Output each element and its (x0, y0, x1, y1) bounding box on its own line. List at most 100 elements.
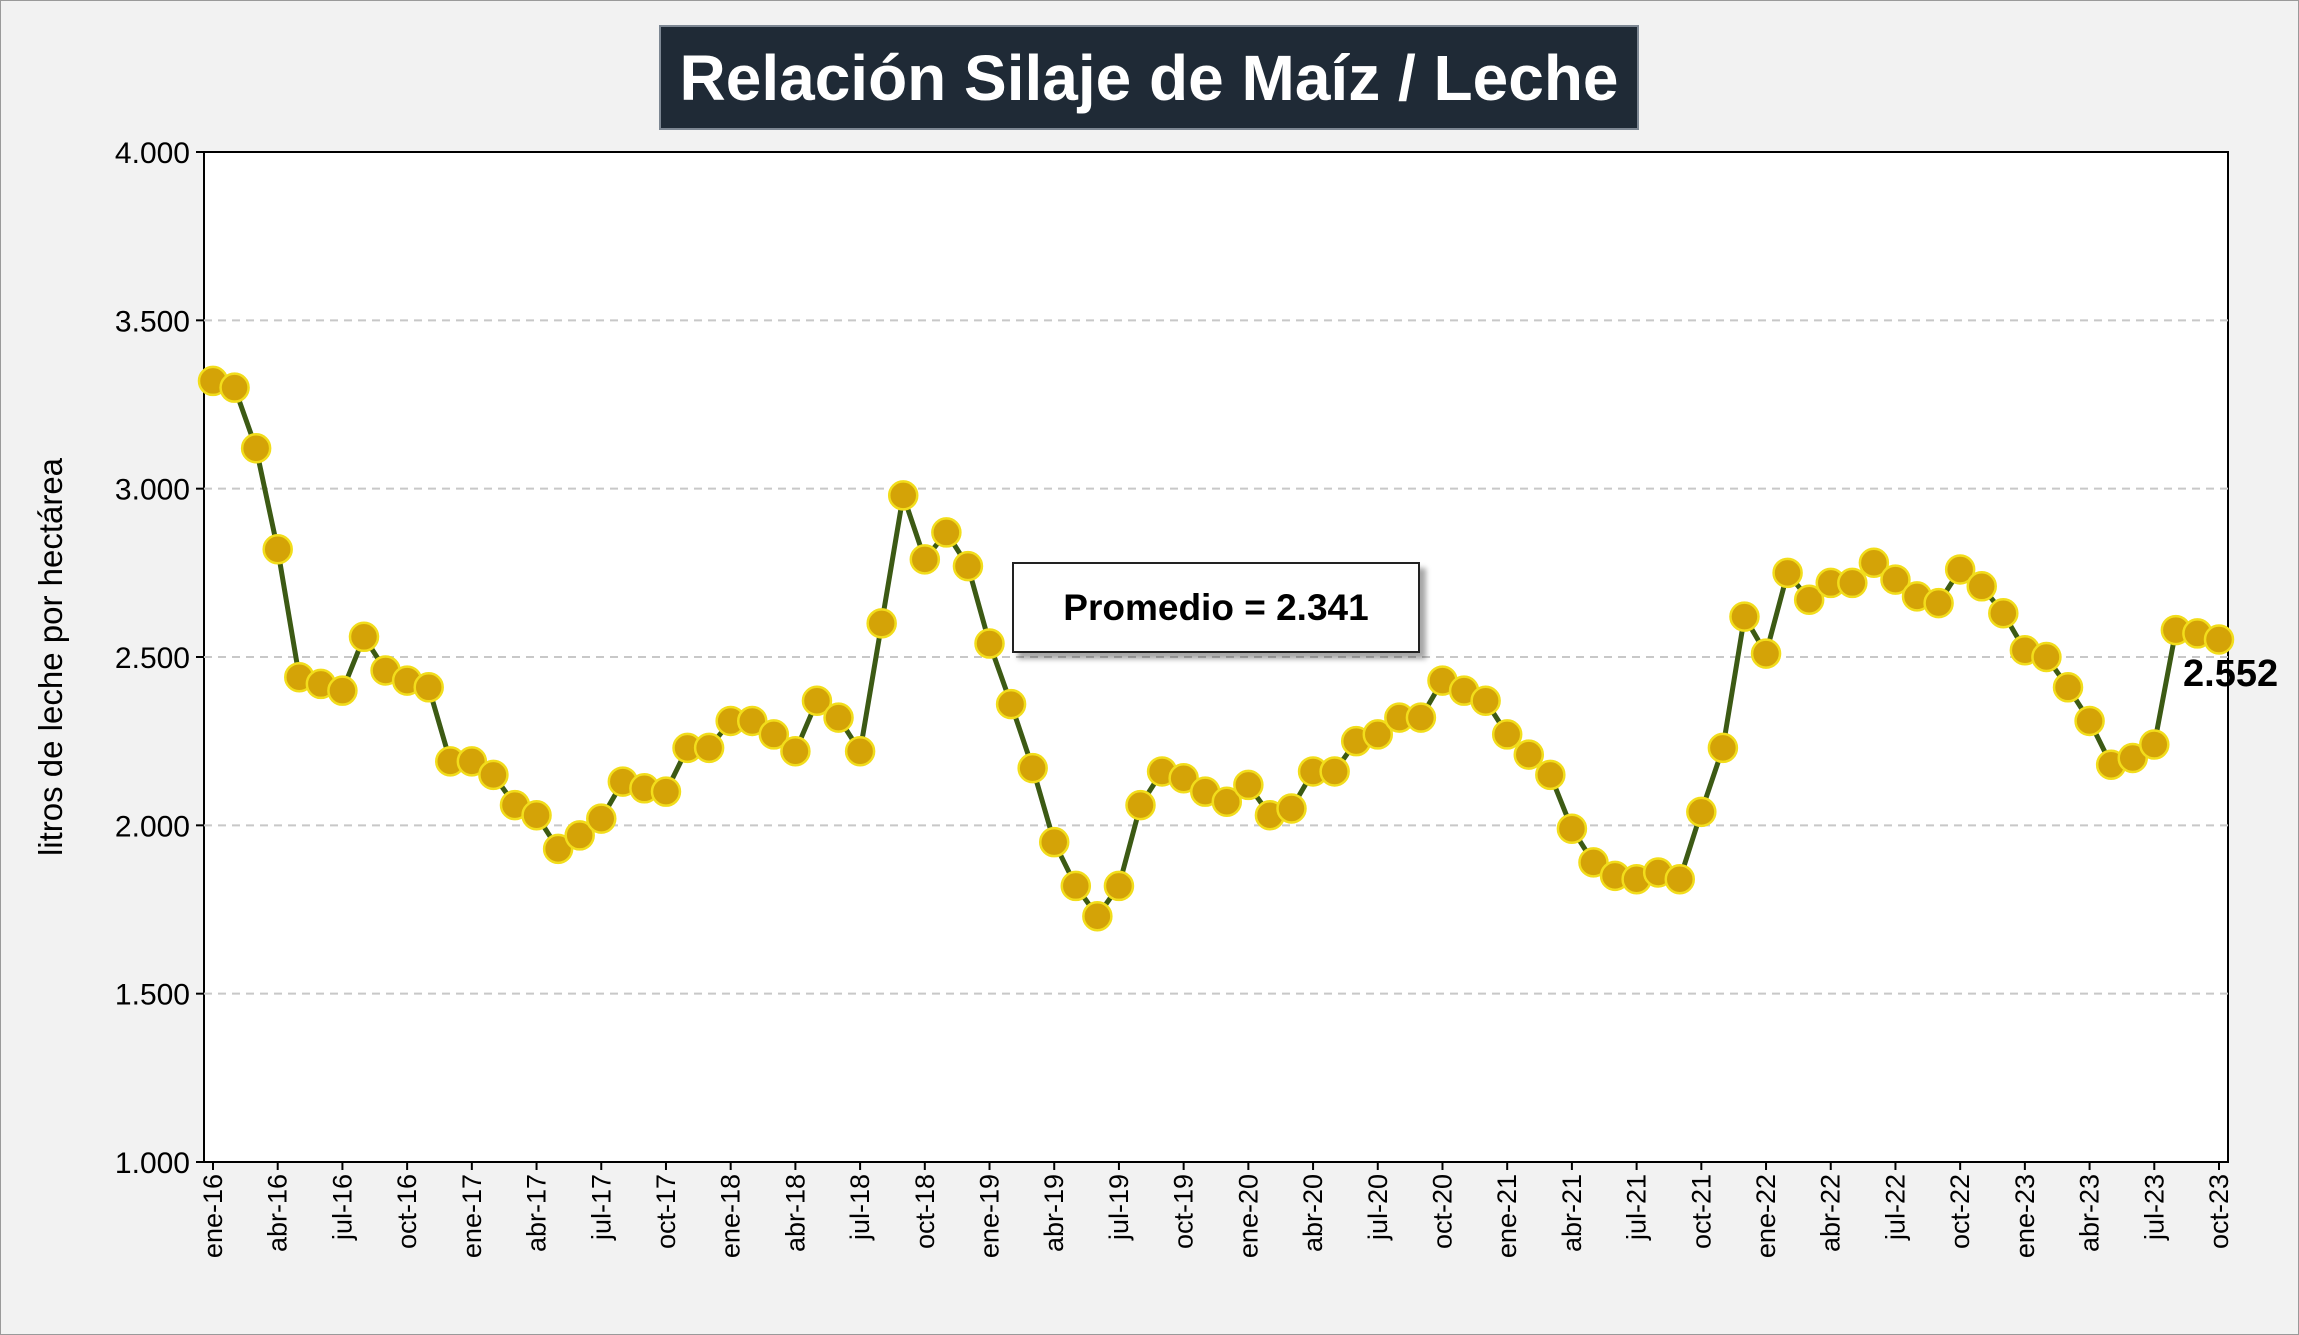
y-tick-label: 2.000 (115, 810, 190, 843)
data-point (1729, 601, 1760, 632)
x-tick-label: ene-19 (975, 1174, 1005, 1258)
data-point (1233, 769, 1264, 801)
x-tick-label: abr-18 (780, 1174, 810, 1252)
data-point (1923, 587, 1954, 619)
data-point (823, 702, 854, 733)
series-markers (197, 365, 2235, 932)
data-point (1858, 547, 1890, 578)
y-tick-label: 1.500 (115, 979, 190, 1012)
data-point (1707, 732, 1739, 764)
data-point (1750, 638, 1782, 669)
x-tick-label: oct-18 (910, 1174, 940, 1249)
y-tick-label: 1.000 (115, 1147, 190, 1180)
x-tick-label: abr-16 (263, 1174, 293, 1252)
y-axis-label: litros de leche por hectárea (32, 457, 69, 856)
data-point (456, 746, 488, 777)
x-tick-label: ene-17 (457, 1174, 487, 1258)
data-point (542, 833, 574, 865)
data-point (736, 705, 768, 737)
y-tick-label: 3.000 (115, 474, 190, 507)
data-point (909, 544, 941, 575)
data-point (1944, 554, 1976, 585)
x-tick-label: jul-20 (1363, 1174, 1393, 1241)
x-tick-label: oct-20 (1427, 1174, 1457, 1249)
x-tick-label: oct-17 (651, 1174, 681, 1249)
data-point (564, 820, 595, 851)
data-point (650, 776, 682, 807)
x-tick-label: ene-18 (716, 1174, 746, 1258)
x-tick-label: ene-21 (1492, 1174, 1522, 1258)
data-point (240, 433, 272, 464)
data-point (1125, 789, 1156, 821)
data-point (586, 803, 617, 834)
data-point (952, 550, 984, 582)
x-tick-label: oct-19 (1169, 1174, 1199, 1249)
data-point (1664, 863, 1696, 895)
x-tick-label: jul-16 (327, 1174, 357, 1241)
data-point (1880, 564, 1911, 595)
x-axis-ticks: ene-16 abr-16 jul-16 oct-16 ene-17 abr-17 jul-… (198, 1162, 2234, 1258)
data-point (1470, 685, 1501, 717)
data-point (1535, 759, 1566, 791)
data-point (931, 517, 962, 548)
data-point (2052, 672, 2084, 703)
data-point (1017, 752, 1048, 784)
data-point (2203, 624, 2235, 655)
chart-title: Relación Silaje de Maíz / Leche (659, 25, 1639, 130)
data-point (2074, 705, 2105, 737)
x-tick-label: abr-22 (1816, 1174, 1846, 1252)
data-point (758, 719, 790, 750)
data-point (1556, 813, 1588, 844)
data-point (1405, 702, 1437, 733)
x-tick-label: jul-21 (1622, 1174, 1652, 1241)
x-tick-label: oct-22 (1945, 1174, 1975, 1249)
data-point (1686, 796, 1717, 828)
data-point (1837, 567, 1868, 599)
data-point (219, 372, 250, 403)
x-tick-label: ene-16 (198, 1174, 228, 1258)
data-point (801, 685, 833, 717)
data-point (1276, 793, 1307, 824)
average-annotation: Promedio = 2.341 (1012, 562, 1420, 653)
gridlines (204, 319, 2228, 995)
x-tick-label: oct-23 (2204, 1174, 2234, 1249)
y-tick-label: 4.000 (115, 137, 190, 170)
x-tick-label: abr-17 (522, 1174, 552, 1252)
x-tick-label: jul-22 (1880, 1174, 1910, 1241)
data-point (995, 688, 1027, 720)
data-point (413, 672, 444, 703)
data-point (780, 736, 811, 767)
y-tick-label: 2.500 (115, 642, 190, 675)
data-point (1103, 870, 1135, 902)
data-point (693, 732, 725, 764)
x-tick-label: jul-17 (586, 1174, 616, 1241)
x-tick-label: ene-23 (2010, 1174, 2040, 1258)
x-tick-label: oct-21 (1686, 1174, 1716, 1249)
data-point (1793, 584, 1825, 616)
x-tick-label: ene-22 (1751, 1174, 1781, 1258)
data-point (2139, 729, 2170, 760)
data-point (1966, 571, 1997, 602)
x-tick-label: abr-20 (1298, 1174, 1328, 1252)
data-point (348, 621, 380, 653)
x-tick-label: abr-21 (1557, 1174, 1587, 1252)
x-tick-label: ene-20 (1233, 1174, 1263, 1258)
last-value-label: 2.552 (2183, 653, 2278, 695)
x-tick-label: abr-23 (2075, 1174, 2105, 1252)
data-point (1362, 719, 1394, 750)
data-point (844, 736, 876, 767)
y-axis-ticks: 1.000 1.500 2.000 2.500 3.000 3.500 4.000 (115, 137, 204, 1180)
data-point (1513, 739, 1545, 770)
data-point (1038, 826, 1070, 858)
x-tick-label: oct-16 (392, 1174, 422, 1249)
x-tick-label: jul-23 (2139, 1174, 2169, 1241)
x-tick-label: jul-18 (845, 1174, 875, 1241)
data-point (2031, 641, 2062, 673)
data-point (327, 675, 358, 706)
data-point (1211, 786, 1243, 818)
data-point (866, 608, 897, 639)
data-point (887, 480, 919, 511)
data-point (1491, 719, 1523, 750)
data-point (1060, 870, 1092, 902)
